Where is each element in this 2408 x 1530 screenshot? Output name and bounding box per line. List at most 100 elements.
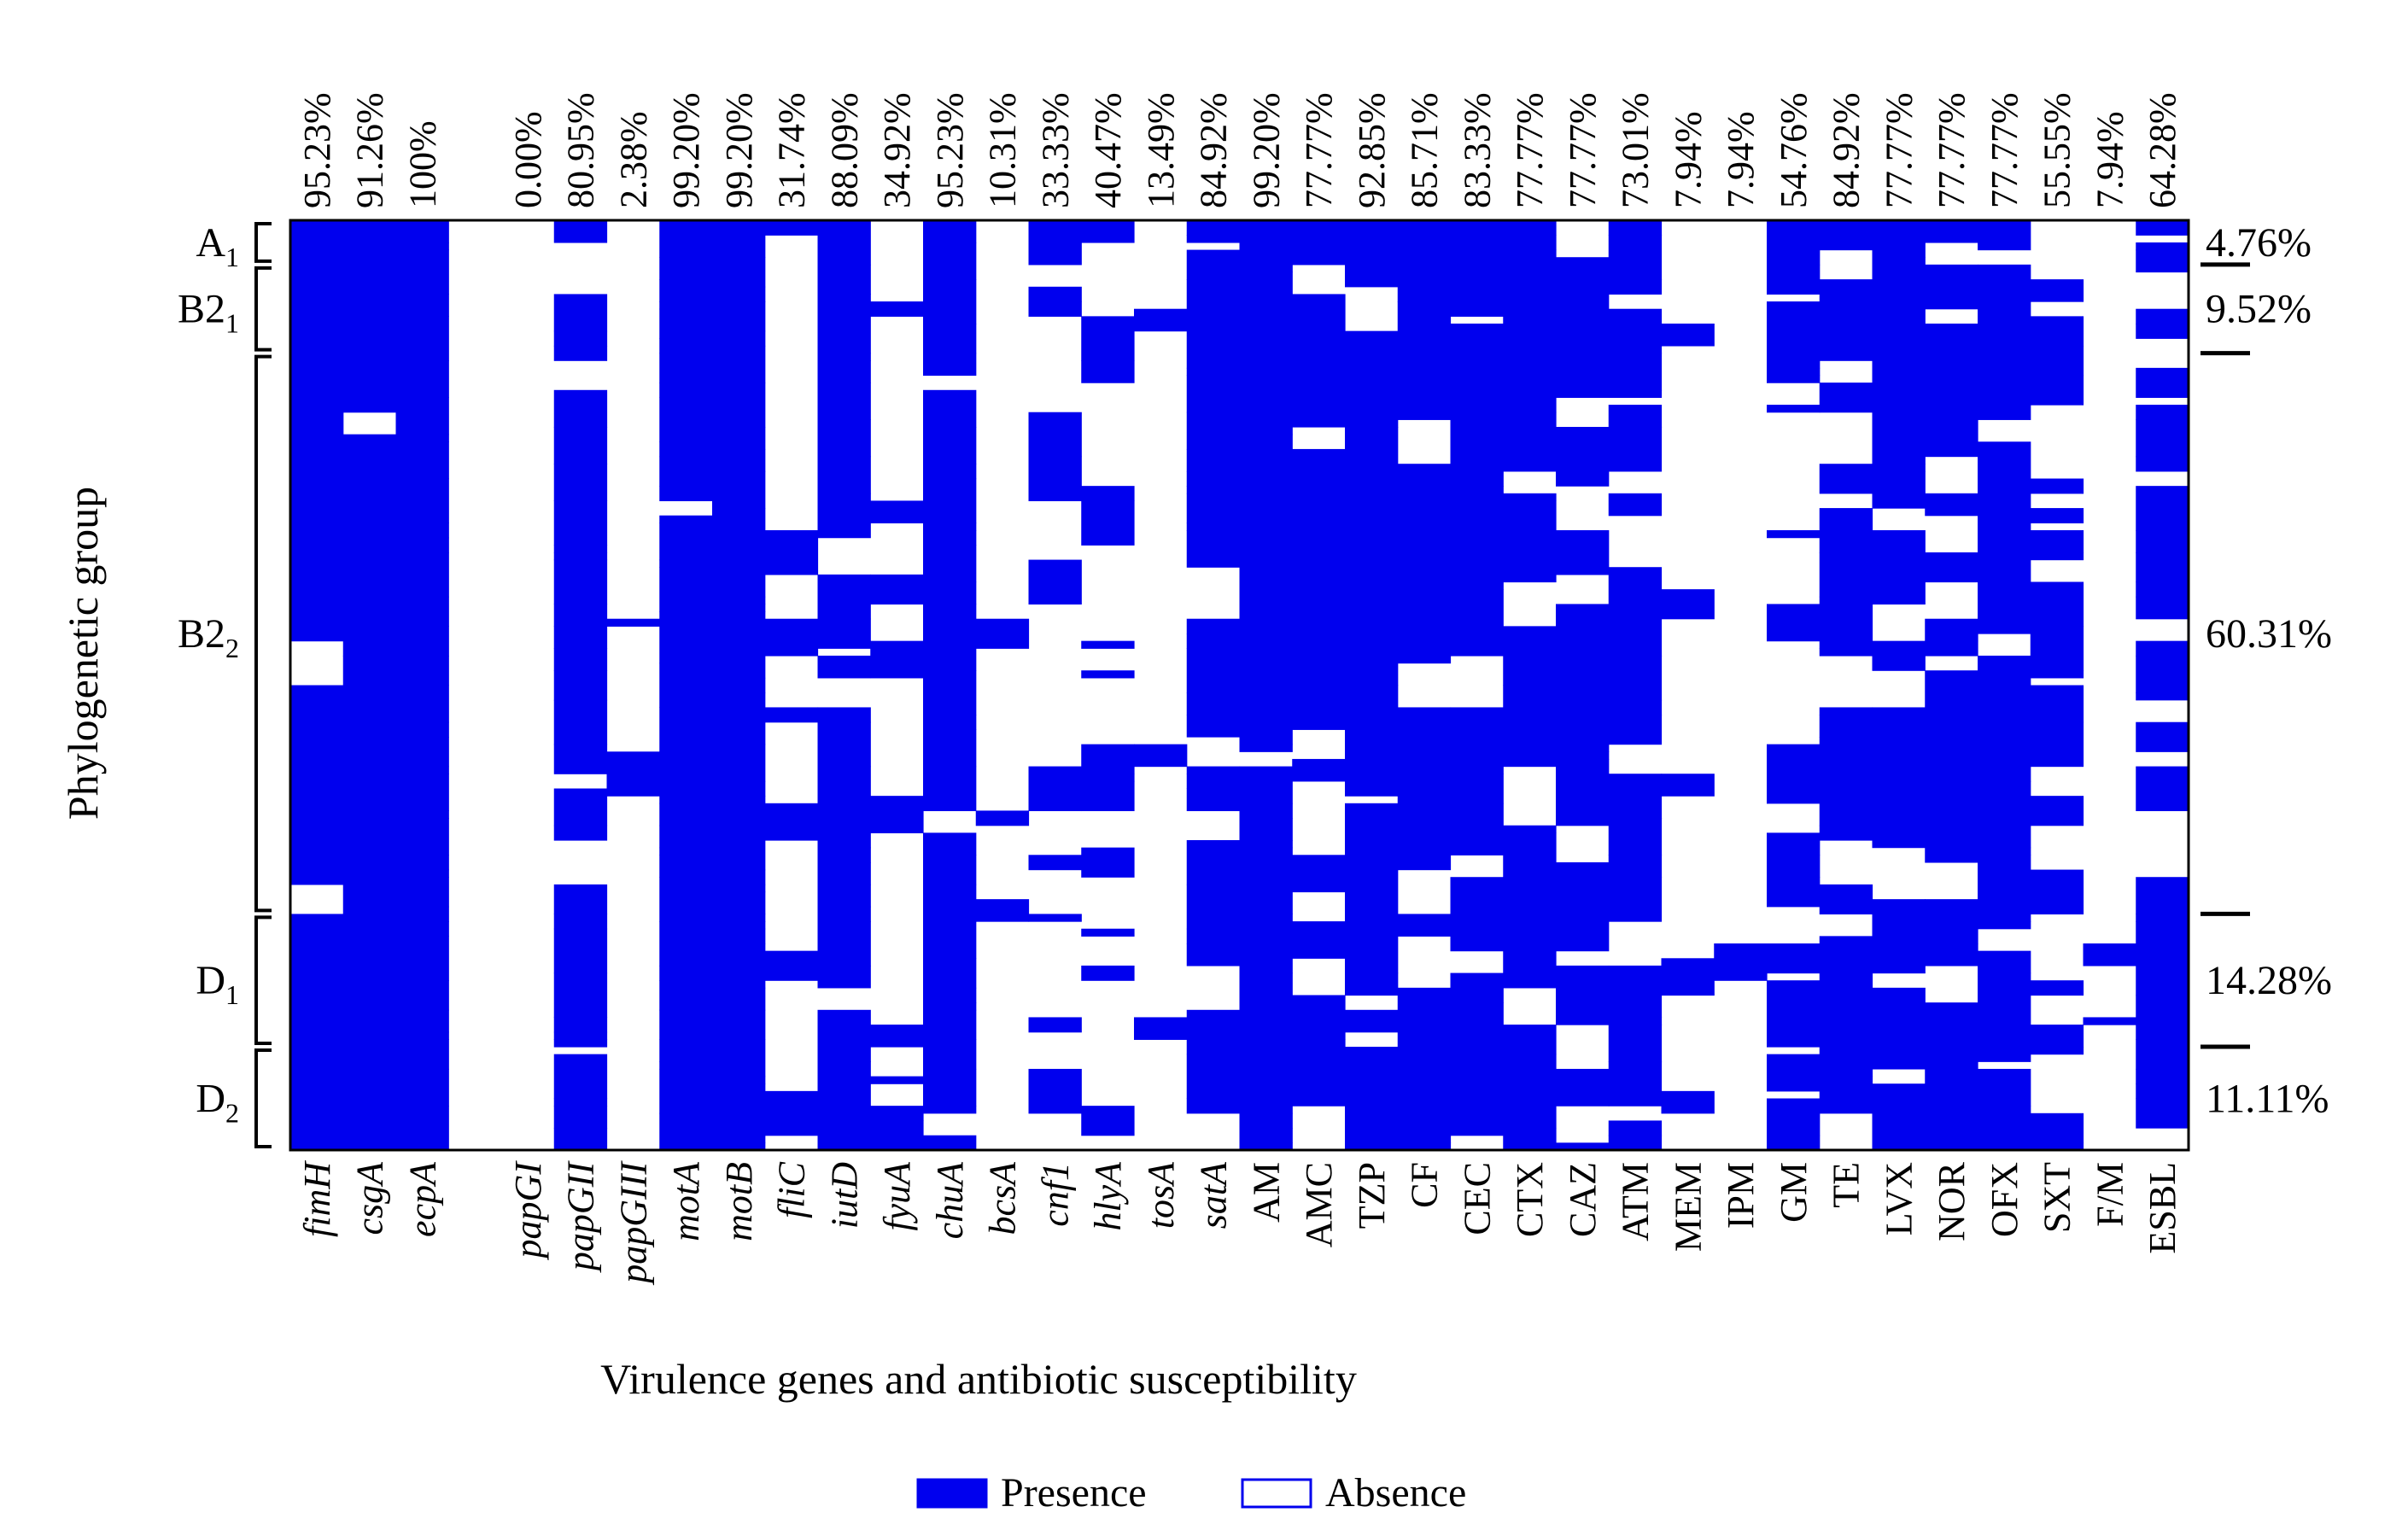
column-label-papgi: papGI [507,1160,549,1261]
cell-cf [1397,1061,1452,1100]
cell-fimh [290,1135,344,1151]
cell-mota [659,559,713,568]
cell-sata [1186,840,1241,885]
cell-motb [712,448,766,472]
cell-iutd [817,1112,871,1122]
cell-cf [1397,220,1452,258]
cell-lvx [1872,345,1926,354]
cell-atm [1608,427,1663,472]
cell-chua [923,766,977,812]
cell-csga [342,796,397,826]
cell-ecpa [395,596,449,627]
cell-tosa [1134,744,1188,768]
cell-ecpa [395,523,449,539]
cell-sxt [2030,670,2084,679]
cell-ecpa [395,685,449,723]
column-label-sxt: SXT [2037,1162,2078,1233]
cell-sxt [2030,796,2084,826]
column-percent-hlya: 40.47% [1087,92,1129,208]
cell-tzp [1345,869,1399,915]
cell-esbl [2136,921,2189,959]
column-percent-am: 99.20% [1245,92,1287,208]
cell-ctx [1503,375,1557,413]
cell-flic [764,810,819,841]
cell-csga [342,264,397,288]
cell-iutd [817,294,871,310]
cell-papgii [553,928,608,974]
cell-am [1239,1142,1293,1151]
cell-flic [764,618,819,657]
cell-cf [1397,1047,1452,1062]
cell-cnf1 [1028,914,1082,922]
column-labels: fimH csgA ecpA papGI papGII papGIII motA motB fl… [296,1160,2183,1286]
cell-ofx [1978,441,2031,487]
cell-cec [1450,530,1504,553]
cell-fimh [290,840,344,885]
group-percent-5: 11.11% [2206,1077,2329,1122]
cell-te [1819,737,1873,782]
cell-iutd [817,847,871,863]
cell-csga [342,537,397,546]
cell-motb [712,796,766,841]
column-percent-amc: 77.77% [1298,92,1340,208]
cell-mota [659,663,713,709]
cell-ecpa [395,441,449,480]
cell-fimh [290,375,344,383]
cell-lvx [1872,987,1926,1033]
cell-fimh [290,685,344,715]
cell-ofx [1978,375,2031,406]
cell-iutd [817,220,871,266]
cell-esbl [2136,640,2189,657]
cell-fimh [290,1120,344,1136]
cell-iutd [817,921,871,966]
cell-sata [1186,367,1241,377]
cell-mota [659,441,713,458]
cell-fimh [290,264,344,295]
column-percent-nor: 77.77% [1931,92,1973,208]
cell-esbl [2136,220,2189,236]
cell-amc [1292,486,1346,509]
cell-esbl [2136,995,2189,1040]
column-percent-ofx: 77.77% [1984,92,2025,208]
cell-te [1819,220,1873,251]
column-label-papgiii: papGIII [612,1160,654,1286]
cell-esbl [2136,308,2189,324]
cell-chua [923,523,977,531]
cell-nor [1925,943,1978,966]
group-percent-4: 14.28% [2206,958,2332,1003]
cell-ofx [1978,995,2031,1025]
cell-cf [1397,611,1452,642]
cell-papgii [553,699,608,745]
cell-chua [923,1002,977,1011]
cell-gm [1767,980,1821,1011]
cell-cf [1397,360,1452,377]
cell-fimh [290,1002,344,1040]
cell-gm [1767,943,1821,974]
cell-am [1239,448,1293,480]
column-label-f-m: F/M [2089,1162,2130,1227]
group-bracket-4 [254,915,272,1045]
cell-motb [712,780,766,797]
column-label-motb: motB [718,1162,760,1241]
group-bracket-1 [254,222,272,263]
cell-fyua [870,500,924,523]
cell-fimh [290,766,344,797]
cell-am [1239,330,1293,347]
cell-hlya [1081,744,1135,774]
cell-am [1239,803,1293,819]
cell-ctx [1503,301,1557,332]
cell-atm [1608,1025,1663,1062]
cell-fimh [290,220,344,266]
cell-cnf1 [1028,559,1082,605]
cell-iutd [817,825,871,849]
group-percent-2: 9.52% [2206,287,2312,332]
cell-cec [1450,567,1504,590]
cell-te [1819,1083,1873,1114]
cell-am [1239,345,1293,383]
cell-ofx [1978,1068,2031,1107]
cell-nor [1925,1047,1978,1084]
cell-ctx [1503,877,1557,922]
legend: Presence Absence [916,1470,1466,1515]
cell-mota [659,301,713,310]
